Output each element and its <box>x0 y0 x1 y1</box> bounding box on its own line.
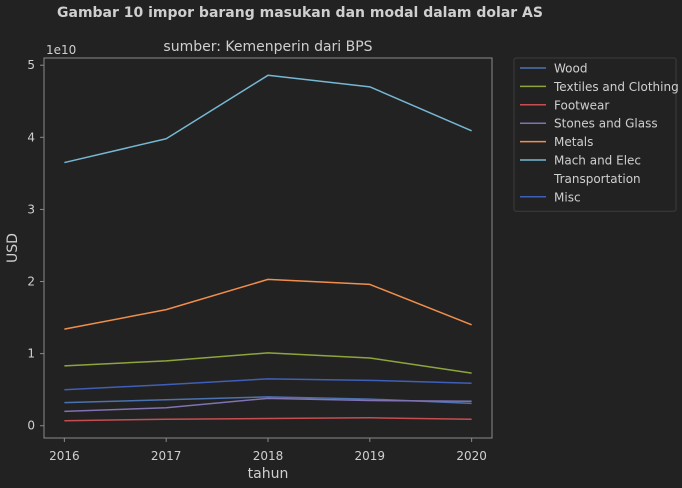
legend-box <box>513 57 677 212</box>
legend-label-7: Misc <box>554 190 581 204</box>
series-line-1 <box>64 352 472 374</box>
y-tick-label-5: 5 <box>27 58 35 72</box>
legend-label-5: Mach and Elec <box>554 154 641 168</box>
legend-label-6: Transportation <box>553 172 641 186</box>
x-tick-label-1: 2017 <box>151 449 182 463</box>
axes: sumber: Kemenperin dari BPS 2016 2017 2018 2… <box>5 39 493 482</box>
y-tick-label-3: 3 <box>27 202 35 216</box>
series-line-2 <box>64 417 472 422</box>
plot-area <box>64 74 472 427</box>
legend: Wood Textiles and Clothing Footwear Stones … <box>513 57 679 212</box>
x-axis-label: tahun <box>248 466 289 482</box>
legend-label-2: Footwear <box>554 98 609 112</box>
y-tick-label-1: 1 <box>27 347 35 361</box>
figure-suptitle: Gambar 10 impor barang masukan dan modal… <box>57 5 543 21</box>
y-tick-label-4: 4 <box>27 130 35 144</box>
series-line-7 <box>64 378 472 391</box>
y-tick-label-0: 0 <box>27 419 35 433</box>
legend-label-3: Stones and Glass <box>554 117 658 131</box>
x-tick-label-2: 2018 <box>253 449 284 463</box>
series-line-3 <box>64 397 472 413</box>
y-offset-label: 1e10 <box>46 43 76 57</box>
x-tick-label-3: 2019 <box>355 449 386 463</box>
legend-label-1: Textiles and Clothing <box>553 80 679 94</box>
legend-label-4: Metals <box>554 135 593 149</box>
x-tick-label-4: 2020 <box>456 449 487 463</box>
y-axis-label: USD <box>5 233 21 263</box>
x-tick-label-0: 2016 <box>49 449 80 463</box>
axes-frame <box>43 57 493 439</box>
legend-label-0: Wood <box>554 62 587 76</box>
series-line-5 <box>64 74 472 164</box>
series-line-4 <box>64 278 472 330</box>
y-tick-label-2: 2 <box>27 275 35 289</box>
chart-title: sumber: Kemenperin dari BPS <box>163 39 372 55</box>
